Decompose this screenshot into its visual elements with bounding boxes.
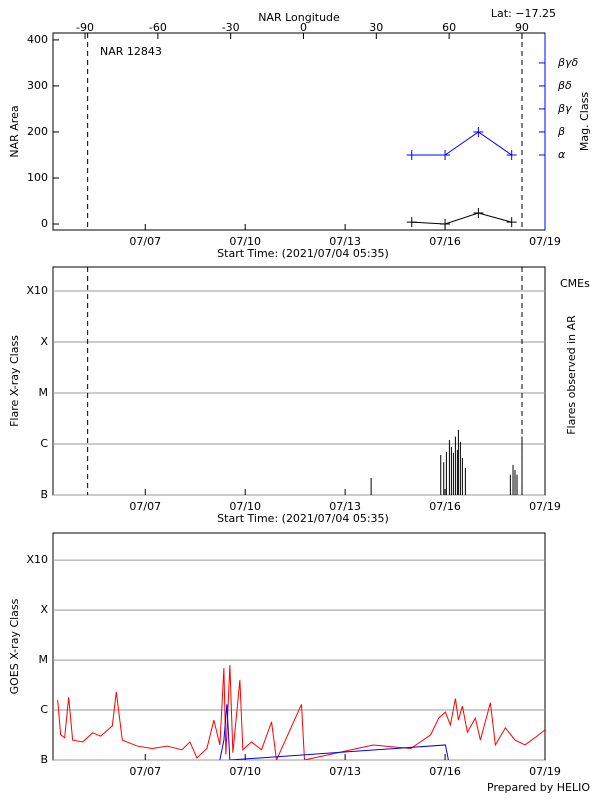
y-axis-label: GOES X-ray Class — [8, 598, 21, 694]
series-line — [411, 212, 512, 225]
x-tick-label: 07/19 — [529, 235, 561, 248]
point-marker — [473, 126, 484, 137]
x2-tick-label: -60 — [149, 21, 167, 34]
y-tick-label: C — [40, 703, 48, 716]
y-tick-label: M — [39, 653, 49, 666]
x-tick-label: 07/19 — [529, 765, 561, 778]
y-tick-label: 0 — [41, 217, 48, 230]
y-tick-label: X10 — [26, 553, 48, 566]
y2-tick-label: βδ — [557, 79, 572, 92]
y-tick-label: 300 — [27, 79, 48, 92]
y-axis-label: NAR Area — [8, 105, 21, 157]
x-tick-label: 07/13 — [329, 765, 361, 778]
x2-tick-label: -90 — [76, 21, 94, 34]
point-marker — [506, 217, 517, 228]
point-marker — [473, 207, 484, 218]
x2-tick-label: 30 — [369, 21, 383, 34]
y2-tick-label: β — [557, 125, 565, 138]
y2-tick-label: α — [558, 148, 566, 161]
x-tick-label: 07/07 — [129, 765, 161, 778]
x-tick-label: 07/13 — [329, 235, 361, 248]
y2-tick-label: βγ — [557, 102, 572, 115]
y2-tick-label: βγδ — [557, 56, 579, 69]
x2-tick-label: 0 — [300, 21, 307, 34]
series-line — [411, 131, 512, 156]
x2-tick-label: 90 — [515, 21, 529, 34]
y-tick-label: 400 — [27, 33, 48, 46]
y-tick-label: M — [39, 386, 49, 399]
x2-axis-label: NAR Longitude — [258, 11, 340, 24]
x-tick-label: 07/07 — [129, 500, 161, 513]
x-tick-label: 07/07 — [129, 235, 161, 248]
x-tick-label: 07/16 — [429, 500, 461, 513]
x2-tick-label: -30 — [222, 21, 240, 34]
x-axis-label: Start Time: (2021/07/04 05:35) — [217, 247, 389, 260]
plot-frame — [52, 266, 546, 496]
x2-tick-label: 60 — [442, 21, 456, 34]
x-tick-label: 07/19 — [529, 500, 561, 513]
point-marker — [406, 149, 417, 160]
chart-title: NAR 12843 — [100, 45, 162, 58]
y-tick-label: X — [40, 603, 48, 616]
y-tick-label: 200 — [27, 125, 48, 138]
y2-axis-label: Mag. Class — [578, 92, 591, 151]
annotation: Lat: −17.25 — [491, 7, 556, 20]
annotation: CMEs — [560, 277, 590, 290]
plot-frame — [52, 32, 546, 231]
x-tick-label: 07/16 — [429, 765, 461, 778]
y-tick-label: C — [40, 437, 48, 450]
y-tick-label: X — [40, 335, 48, 348]
point-marker — [506, 149, 517, 160]
x-tick-label: 07/10 — [229, 500, 261, 513]
point-marker — [406, 217, 417, 228]
footer: Prepared by HELIO — [487, 781, 590, 794]
x-tick-label: 07/10 — [229, 235, 261, 248]
series-line — [57, 665, 545, 760]
series-line — [219, 704, 449, 760]
x-tick-label: 07/10 — [229, 765, 261, 778]
right-axis-label: Flares observed in AR — [565, 315, 578, 435]
x-axis-label: Start Time: (2021/07/04 05:35) — [217, 512, 389, 525]
point-marker — [440, 219, 451, 230]
x-tick-label: 07/16 — [429, 235, 461, 248]
y-axis-label: Flare X-ray Class — [8, 335, 21, 427]
y-tick-label: B — [40, 488, 48, 501]
y-tick-label: B — [40, 753, 48, 766]
x-tick-label: 07/13 — [329, 500, 361, 513]
point-marker — [440, 149, 451, 160]
y-tick-label: 100 — [27, 171, 48, 184]
y-tick-label: X10 — [26, 284, 48, 297]
